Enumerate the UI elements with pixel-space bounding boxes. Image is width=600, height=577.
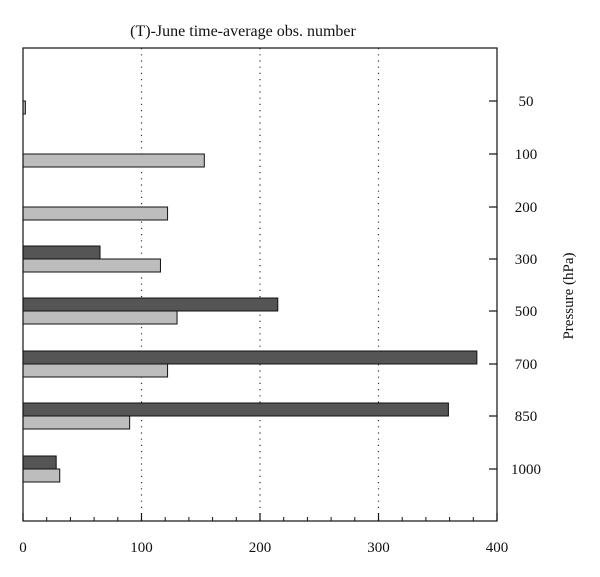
bar-300-series-2 xyxy=(22,258,161,273)
bar-500-series-1 xyxy=(22,297,279,312)
y-tick-label-700: 700 xyxy=(515,357,538,373)
y-tick-label-850: 850 xyxy=(515,409,538,425)
y-tick-label-50: 50 xyxy=(519,94,534,110)
y-tick-label-300: 300 xyxy=(515,252,538,268)
gridlines xyxy=(140,48,380,521)
bar-1000-series-1 xyxy=(22,455,57,470)
x-tick-label-100: 100 xyxy=(130,540,153,556)
bars xyxy=(22,100,478,483)
bar-100-series-2 xyxy=(22,153,205,168)
bar-850-series-1 xyxy=(22,402,449,417)
x-tick-label-400: 400 xyxy=(486,540,509,556)
bar-850-series-2 xyxy=(22,415,131,430)
x-tick-label-200: 200 xyxy=(249,540,272,556)
x-tick-label-0: 0 xyxy=(19,540,27,556)
y-tick-label-100: 100 xyxy=(515,147,538,163)
y-axis-label: Pressure (hPa) xyxy=(561,252,577,339)
bar-700-series-2 xyxy=(22,363,169,378)
y-axis-ticks: 50 100 200 300 500 700 850 1000 xyxy=(489,94,541,478)
y-tick-label-1000: 1000 xyxy=(511,462,541,478)
chart-title: (T)-June time-average obs. number xyxy=(130,23,356,40)
bar-500-series-2 xyxy=(22,310,178,325)
bar-300-series-1 xyxy=(22,245,101,260)
bar-1000-series-2 xyxy=(22,468,61,483)
x-axis-ticks: 0 100 200 300 400 xyxy=(19,513,508,556)
y-tick-label-200: 200 xyxy=(515,200,538,216)
bar-700-series-1 xyxy=(22,350,478,365)
x-tick-label-300: 300 xyxy=(367,540,390,556)
y-tick-label-500: 500 xyxy=(515,304,538,320)
bar-200-series-2 xyxy=(22,206,169,221)
